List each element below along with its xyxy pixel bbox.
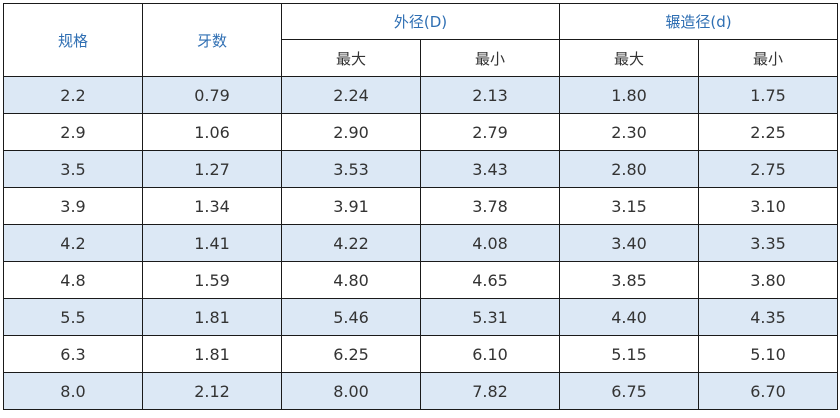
cell-rolling-max: 4.40 [559, 298, 700, 336]
cell-outer-max: 8.00 [281, 372, 421, 410]
header-pitch: 牙数 [142, 3, 282, 77]
cell-rolling-min: 5.10 [698, 335, 839, 373]
cell-spec: 3.5 [3, 150, 143, 188]
header-rolling-diameter: 辗造径(d) [559, 3, 839, 40]
cell-spec: 5.5 [3, 298, 143, 336]
cell-outer-max: 3.53 [281, 150, 421, 188]
cell-pitch: 1.81 [142, 335, 282, 373]
header-spec: 规格 [3, 3, 143, 77]
cell-rolling-max: 6.75 [559, 372, 700, 410]
cell-outer-max: 4.80 [281, 261, 421, 299]
cell-outer-max: 4.22 [281, 224, 421, 262]
cell-rolling-min: 3.10 [698, 187, 839, 225]
table-row: 2.2 0.79 2.24 2.13 1.80 1.75 [3, 76, 839, 114]
subheader-rolling-max: 最大 [559, 39, 700, 77]
cell-pitch: 1.06 [142, 113, 282, 151]
table-row: 8.0 2.12 8.00 7.82 6.75 6.70 [3, 372, 839, 410]
cell-outer-max: 2.90 [281, 113, 421, 151]
cell-outer-min: 5.31 [419, 298, 561, 336]
subheader-outer-max: 最大 [281, 39, 421, 77]
table-body: 2.2 0.79 2.24 2.13 1.80 1.75 2.9 1.06 2.90 2.79 2.… [3, 76, 839, 410]
cell-outer-min: 6.10 [419, 335, 561, 373]
cell-rolling-min: 2.25 [698, 113, 839, 151]
subheader-outer-min: 最小 [419, 39, 561, 77]
cell-outer-max: 6.25 [281, 335, 421, 373]
cell-rolling-max: 3.15 [559, 187, 700, 225]
cell-rolling-max: 2.30 [559, 113, 700, 151]
cell-outer-min: 4.08 [419, 224, 561, 262]
cell-outer-max: 2.24 [281, 76, 421, 114]
cell-rolling-min: 1.75 [698, 76, 839, 114]
cell-pitch: 1.81 [142, 298, 282, 336]
cell-outer-max: 5.46 [281, 298, 421, 336]
cell-spec: 8.0 [3, 372, 143, 410]
cell-pitch: 1.59 [142, 261, 282, 299]
cell-outer-min: 7.82 [419, 372, 561, 410]
cell-rolling-min: 3.35 [698, 224, 839, 262]
thread-spec-table: 规格 牙数 外径(D) 辗造径(d) 最大 最小 最大 最小 2.2 0.79 2.… [3, 3, 839, 410]
cell-pitch: 1.27 [142, 150, 282, 188]
cell-pitch: 1.41 [142, 224, 282, 262]
subheader-row: 最大 最小 最大 最小 [4, 39, 839, 77]
cell-rolling-min: 6.70 [698, 372, 839, 410]
cell-outer-min: 2.13 [419, 76, 561, 114]
cell-outer-min: 4.65 [419, 261, 561, 299]
cell-pitch: 2.12 [142, 372, 282, 410]
header-outer-diameter: 外径(D) [280, 3, 561, 40]
cell-pitch: 0.79 [142, 76, 282, 114]
cell-rolling-max: 3.40 [559, 224, 700, 262]
cell-rolling-min: 4.35 [698, 298, 839, 336]
cell-outer-max: 3.91 [281, 187, 421, 225]
cell-rolling-max: 1.80 [559, 76, 700, 114]
table-row: 4.8 1.59 4.80 4.65 3.85 3.80 [3, 261, 839, 299]
header-row: 规格 牙数 外径(D) 辗造径(d) [3, 3, 839, 77]
table-row: 3.5 1.27 3.53 3.43 2.80 2.75 [3, 150, 839, 188]
cell-rolling-min: 3.80 [698, 261, 839, 299]
cell-spec: 6.3 [3, 335, 143, 373]
cell-rolling-max: 2.80 [559, 150, 700, 188]
table-row: 3.9 1.34 3.91 3.78 3.15 3.10 [3, 187, 839, 225]
cell-rolling-max: 3.85 [559, 261, 700, 299]
table-row: 2.9 1.06 2.90 2.79 2.30 2.25 [3, 113, 839, 151]
cell-spec: 4.8 [3, 261, 143, 299]
cell-spec: 3.9 [3, 187, 143, 225]
cell-outer-min: 3.43 [419, 150, 561, 188]
subheader-rolling-min: 最小 [698, 39, 839, 77]
cell-outer-min: 3.78 [419, 187, 561, 225]
cell-rolling-min: 2.75 [698, 150, 839, 188]
cell-spec: 4.2 [3, 224, 143, 262]
cell-pitch: 1.34 [142, 187, 282, 225]
cell-outer-min: 2.79 [419, 113, 561, 151]
cell-rolling-max: 5.15 [559, 335, 700, 373]
table-row: 4.2 1.41 4.22 4.08 3.40 3.35 [3, 224, 839, 262]
table-row: 6.3 1.81 6.25 6.10 5.15 5.10 [3, 335, 839, 373]
cell-spec: 2.2 [3, 76, 143, 114]
table-row: 5.5 1.81 5.46 5.31 4.40 4.35 [3, 298, 839, 336]
cell-spec: 2.9 [3, 113, 143, 151]
